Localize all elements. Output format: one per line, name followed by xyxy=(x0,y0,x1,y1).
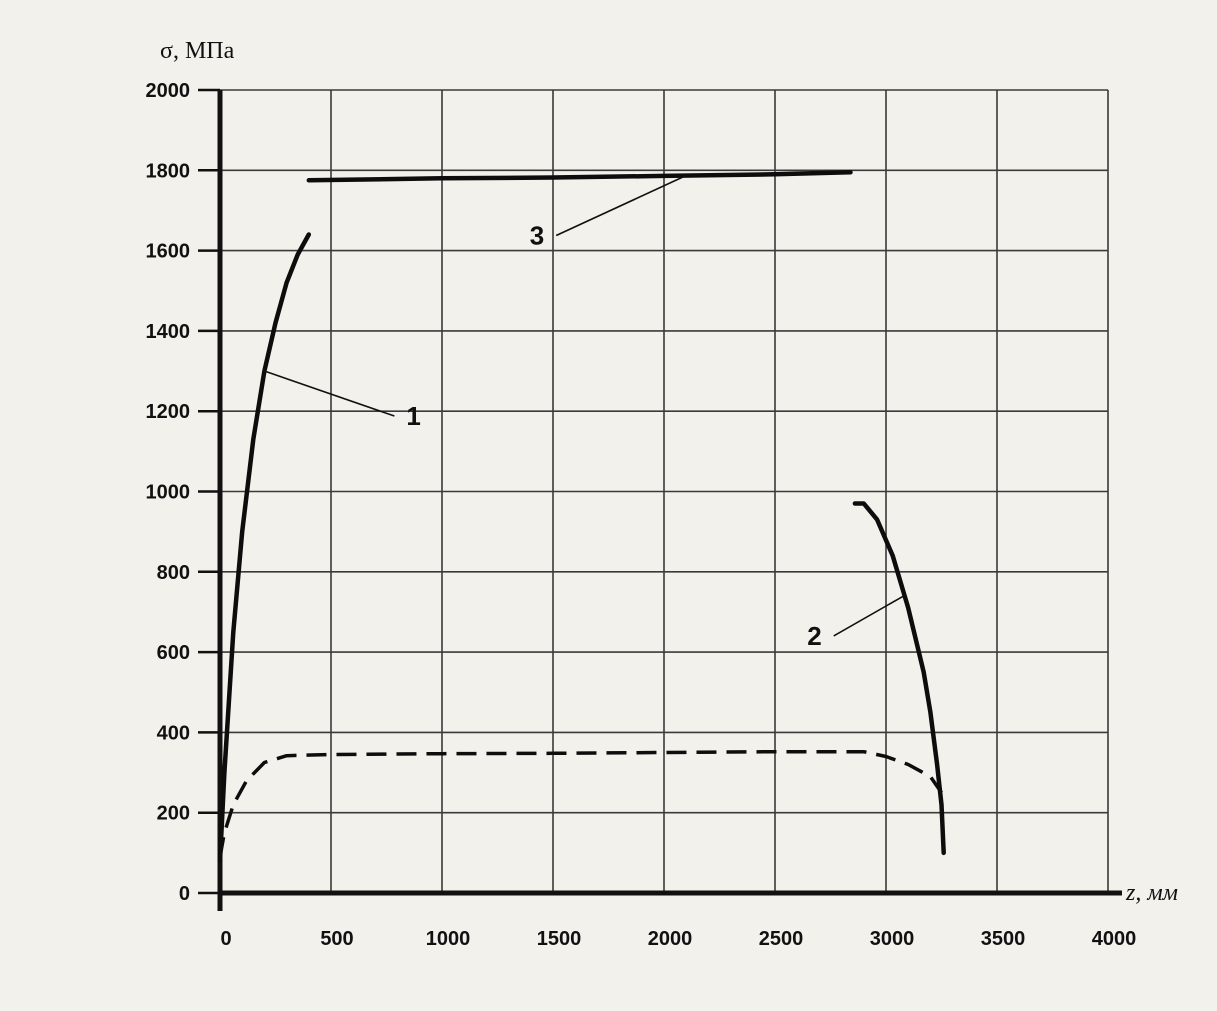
series-line-2 xyxy=(852,501,946,856)
callout-leader xyxy=(555,174,687,237)
series-label: 2 xyxy=(807,621,821,651)
y-tick-label: 0 xyxy=(179,883,190,905)
series-line-1 xyxy=(217,232,312,864)
series-lines xyxy=(217,170,946,864)
y-tick-label: 1200 xyxy=(146,401,191,423)
series-line-3 xyxy=(306,170,853,183)
x-axis-title: z, мм xyxy=(1125,880,1178,906)
y-tick-label: 1400 xyxy=(146,321,191,343)
series-label: 3 xyxy=(530,221,544,251)
y-tick-label: 600 xyxy=(157,642,190,664)
x-tick-label: 3500 xyxy=(981,928,1026,950)
x-tick-label: 2000 xyxy=(648,928,693,950)
callout-leader xyxy=(264,370,395,417)
series-line-dashed xyxy=(218,749,943,858)
callout-leader xyxy=(833,595,905,637)
y-tick-label: 800 xyxy=(157,562,190,584)
y-tick-label: 1600 xyxy=(146,241,191,263)
x-tick-label: 2500 xyxy=(759,928,804,950)
grid xyxy=(220,89,1109,893)
x-tick-label: 4000 xyxy=(1092,928,1137,950)
y-tick-label: 1000 xyxy=(146,482,191,504)
series-label: 1 xyxy=(406,401,420,431)
y-tick-label: 200 xyxy=(157,803,190,825)
y-tick-label: 2000 xyxy=(146,80,191,102)
y-tick-label: 1800 xyxy=(146,160,191,182)
labels: 0 500 1000 1500 2000 2500 3000 3500 4000 0 200 400 6… xyxy=(146,80,1137,950)
y-tick-label: 400 xyxy=(157,722,190,744)
axes xyxy=(198,88,1122,911)
x-tick-label: 1500 xyxy=(537,928,582,950)
x-tick-label: 3000 xyxy=(870,928,915,950)
x-tick-label: 500 xyxy=(320,928,353,950)
x-tick-label: 1000 xyxy=(426,928,471,950)
x-tick-label: 0 xyxy=(220,928,231,950)
y-axis-title: σ, МПа xyxy=(160,38,235,64)
